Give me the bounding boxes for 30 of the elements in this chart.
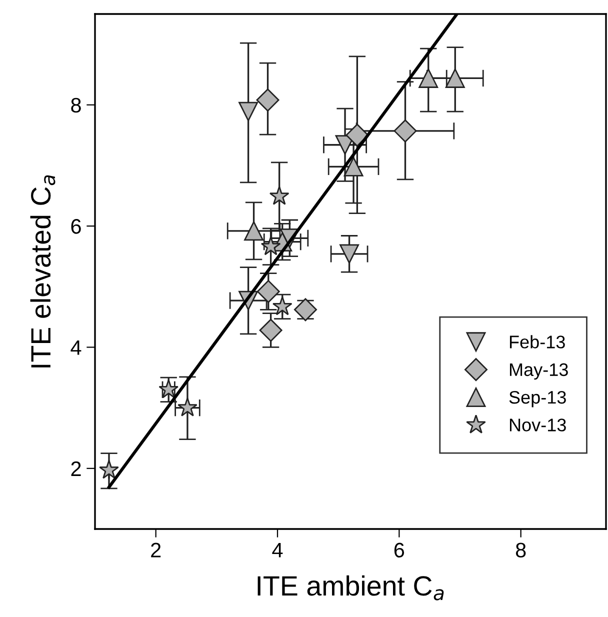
point — [244, 221, 264, 241]
point — [272, 296, 292, 316]
legend-label: Feb-13 — [510, 335, 565, 348]
x-axis-title: ITE ambient C$_{a}$ — [258, 575, 444, 600]
x-tick-label: 8 — [516, 542, 526, 558]
point — [256, 280, 280, 303]
y-tick-label: 4 — [70, 340, 82, 355]
point — [99, 460, 119, 479]
point — [340, 244, 360, 264]
y-tick-label: 6 — [71, 219, 81, 234]
point — [256, 88, 280, 112]
legend-label: May-13 — [510, 363, 568, 380]
legend-label: Nov-13 — [510, 418, 566, 432]
point — [344, 156, 364, 176]
legend-label: Sep-13 — [509, 390, 566, 408]
point — [259, 318, 282, 342]
point — [418, 68, 438, 88]
point — [238, 102, 258, 122]
point — [445, 68, 465, 88]
y-axis-title: ITE elevated C$_{a}$ — [30, 175, 56, 368]
point — [346, 124, 369, 147]
x-tick-label: 2 — [151, 542, 161, 558]
x-tick-label: 6 — [394, 542, 404, 558]
x-tick-label: 4 — [272, 542, 283, 558]
y-tick-label: 2 — [71, 461, 81, 476]
point — [394, 119, 417, 142]
y-tick-label: 8 — [71, 98, 81, 113]
point — [178, 397, 198, 416]
point — [260, 236, 281, 256]
point — [269, 186, 290, 205]
